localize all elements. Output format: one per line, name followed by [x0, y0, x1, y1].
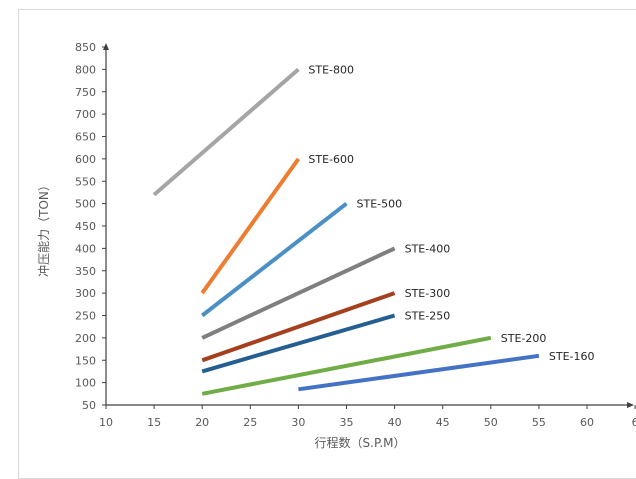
- x-axis-arrow: [627, 402, 634, 408]
- series-lines: [152, 67, 540, 396]
- x-tick-label: 30: [291, 416, 305, 429]
- y-tick-label: 50: [82, 399, 96, 412]
- y-tick-label: 850: [75, 41, 96, 54]
- y-tick-label: 450: [75, 220, 96, 233]
- series-line-ste-250: [201, 313, 396, 374]
- x-tick-label: 55: [532, 416, 546, 429]
- x-tick-label: 35: [340, 416, 354, 429]
- y-tick-label: 650: [75, 131, 96, 144]
- series-line-ste-300: [201, 291, 396, 363]
- x-tick-label: 40: [388, 416, 402, 429]
- series-line-ste-200: [201, 335, 492, 396]
- series-label-ste-600: STE-600: [308, 153, 354, 166]
- x-tick-label: 45: [436, 416, 450, 429]
- x-tick-label: 50: [484, 416, 498, 429]
- y-axis-title: 冲压能力（TON）: [36, 179, 51, 277]
- series-line-ste-160: [298, 353, 540, 392]
- series-labels: STE-800 STE-600 STE-500 STE-400 STE-300 STE-2…: [308, 63, 594, 362]
- series-line-ste-400: [201, 246, 396, 340]
- x-tick-label: 25: [243, 416, 257, 429]
- x-tick-label: 20: [195, 416, 209, 429]
- series-label-ste-300: STE-300: [405, 287, 451, 300]
- y-tick-label: 700: [75, 108, 96, 121]
- y-axis: 50 100 150 200 250 300 350 400 450 500 550 600 650 70…: [75, 41, 109, 412]
- y-tick-label: 550: [75, 175, 96, 188]
- y-tick-label: 600: [75, 153, 96, 166]
- series-label-ste-400: STE-400: [405, 242, 451, 255]
- x-tick-label: 60: [580, 416, 594, 429]
- series-label-ste-160: STE-160: [549, 350, 595, 363]
- series-label-ste-200: STE-200: [501, 332, 547, 345]
- series-label-ste-500: STE-500: [357, 198, 403, 211]
- y-tick-label: 100: [75, 377, 96, 390]
- x-tick-label: 6: [632, 416, 636, 429]
- press-capacity-chart: 5010015020025030035040045050055060065070…: [36, 41, 636, 450]
- series-line-ste-500: [200, 202, 348, 318]
- series-label-ste-250: STE-250: [405, 310, 451, 323]
- y-tick-label: 200: [75, 332, 96, 345]
- y-tick-label: 800: [75, 63, 96, 76]
- y-tick-label: 400: [75, 242, 96, 255]
- y-tick-label: 300: [75, 287, 96, 300]
- y-tick-label: 250: [75, 310, 96, 323]
- y-tick-label: 750: [75, 86, 96, 99]
- x-axis-title: 行程数（S.P.M）: [315, 435, 406, 450]
- y-tick-label: 350: [75, 265, 96, 278]
- x-tick-label: 10: [99, 416, 113, 429]
- series-line-ste-800: [152, 67, 300, 197]
- x-axis: 10 15 20 25 30 35 40 45 50 55 60 6: [99, 402, 636, 429]
- series-label-ste-800: STE-800: [308, 63, 354, 76]
- y-tick-label: 500: [75, 198, 96, 211]
- series-line-ste-600: [200, 157, 301, 295]
- y-tick-label: 150: [75, 354, 96, 367]
- x-tick-label: 15: [147, 416, 161, 429]
